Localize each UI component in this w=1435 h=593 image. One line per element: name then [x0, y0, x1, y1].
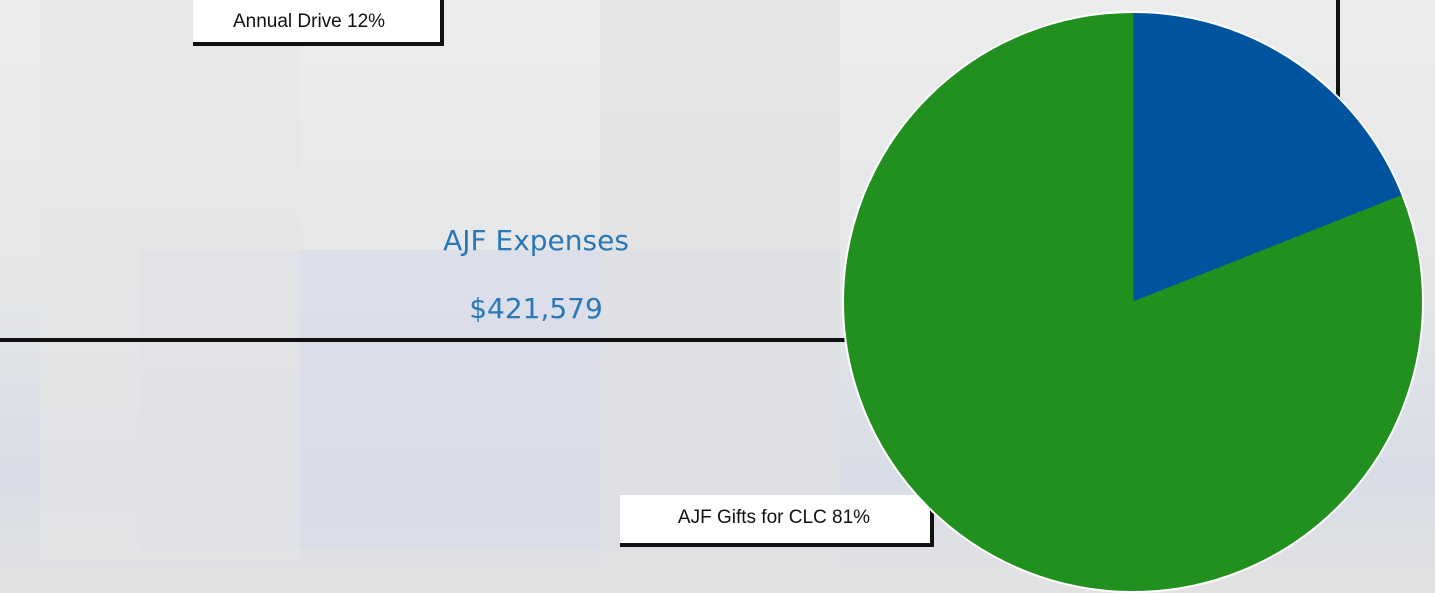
label-border: [193, 0, 444, 46]
background-figure: [600, 0, 840, 593]
slice-name: Annual Drive: [233, 11, 342, 32]
chart-title: AJF Expenses: [443, 224, 629, 257]
label-box: [620, 495, 930, 543]
pie: [842, 11, 1424, 593]
label-box: [193, 0, 440, 44]
slice-label: AJF Gifts for CLC 81%: [678, 507, 870, 528]
background-figure: [40, 0, 300, 560]
chart-subtitle: $421,579: [469, 292, 603, 325]
slice-name: AJF Gifts for CLC: [678, 507, 827, 528]
slice-value: 12%: [347, 11, 385, 32]
pie-border: [842, 11, 1424, 593]
slice-value: 81%: [832, 507, 870, 528]
slice-label: Annual Drive 12%: [233, 11, 385, 32]
